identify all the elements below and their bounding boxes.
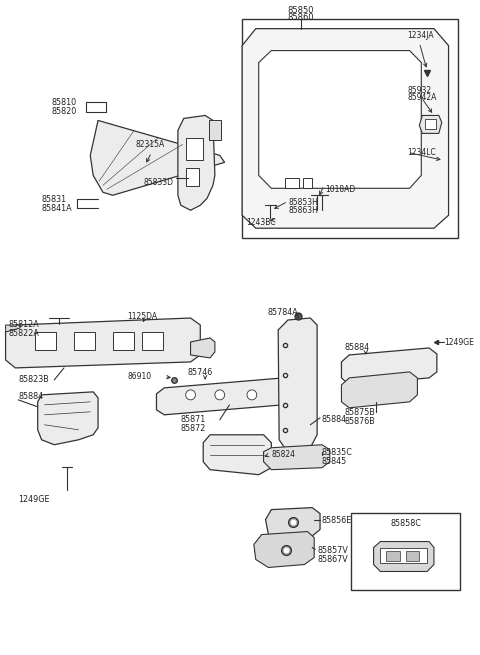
Polygon shape bbox=[38, 392, 98, 445]
Text: 85858C: 85858C bbox=[390, 519, 421, 527]
Text: 1234JA: 1234JA bbox=[408, 31, 434, 40]
Bar bbox=[186, 138, 203, 160]
Polygon shape bbox=[259, 50, 421, 188]
Bar bbox=[381, 548, 427, 563]
Polygon shape bbox=[156, 378, 291, 415]
Text: 85850: 85850 bbox=[288, 6, 314, 14]
Text: 85845: 85845 bbox=[322, 457, 347, 466]
Text: 82315A: 82315A bbox=[135, 140, 164, 149]
Text: 85820: 85820 bbox=[51, 107, 77, 117]
Text: 1018AD: 1018AD bbox=[325, 185, 355, 195]
Circle shape bbox=[247, 390, 257, 400]
Text: 85884: 85884 bbox=[344, 343, 370, 352]
Text: 85884: 85884 bbox=[18, 392, 43, 401]
Text: 85810: 85810 bbox=[51, 98, 76, 107]
Circle shape bbox=[186, 390, 195, 400]
Text: 85853H: 85853H bbox=[289, 198, 319, 207]
Text: 85835C: 85835C bbox=[322, 448, 353, 457]
Bar bbox=[35, 332, 56, 350]
Polygon shape bbox=[191, 338, 215, 358]
Text: 85876B: 85876B bbox=[344, 417, 375, 426]
Bar bbox=[74, 332, 95, 350]
Polygon shape bbox=[264, 445, 330, 470]
Polygon shape bbox=[373, 542, 434, 571]
Text: 1249GE: 1249GE bbox=[444, 338, 475, 347]
Polygon shape bbox=[90, 121, 225, 195]
Polygon shape bbox=[341, 372, 418, 408]
Polygon shape bbox=[6, 318, 200, 368]
Text: 1234LC: 1234LC bbox=[408, 149, 436, 157]
Bar bbox=[425, 119, 436, 130]
Text: 85822A: 85822A bbox=[9, 329, 39, 338]
Text: 85831: 85831 bbox=[42, 195, 67, 204]
Polygon shape bbox=[265, 508, 320, 542]
Text: 85875B: 85875B bbox=[344, 408, 375, 417]
Text: 85932: 85932 bbox=[408, 86, 432, 94]
Polygon shape bbox=[254, 532, 314, 567]
Text: 85860: 85860 bbox=[287, 12, 314, 22]
Bar bbox=[113, 332, 134, 350]
Bar bbox=[209, 121, 221, 140]
Bar bbox=[406, 550, 420, 561]
Text: 85942A: 85942A bbox=[408, 94, 437, 102]
Text: 85746: 85746 bbox=[188, 368, 213, 377]
Text: 85824: 85824 bbox=[271, 450, 295, 458]
Bar bbox=[302, 178, 312, 188]
Bar bbox=[242, 18, 458, 238]
Bar bbox=[186, 168, 199, 186]
Text: 85884: 85884 bbox=[322, 415, 347, 424]
Polygon shape bbox=[203, 435, 271, 475]
Bar bbox=[285, 178, 299, 188]
Text: 85871: 85871 bbox=[181, 415, 206, 424]
Bar bbox=[386, 550, 400, 561]
Text: 85872: 85872 bbox=[181, 424, 206, 433]
Text: 1125DA: 1125DA bbox=[127, 312, 157, 321]
Text: 85863H: 85863H bbox=[289, 206, 319, 215]
Text: 85856E: 85856E bbox=[322, 515, 352, 525]
Text: 86910: 86910 bbox=[128, 372, 152, 381]
Text: 85784A: 85784A bbox=[268, 308, 299, 317]
Text: 85823B: 85823B bbox=[18, 375, 49, 384]
Text: 85833D: 85833D bbox=[144, 178, 174, 187]
Text: 1243BC: 1243BC bbox=[246, 218, 276, 227]
Polygon shape bbox=[178, 115, 215, 210]
Polygon shape bbox=[242, 29, 448, 228]
Text: 85812A: 85812A bbox=[9, 320, 39, 329]
Circle shape bbox=[215, 390, 225, 400]
Text: 85841A: 85841A bbox=[42, 204, 72, 214]
Bar bbox=[142, 332, 163, 350]
Polygon shape bbox=[278, 318, 317, 455]
Text: 1249GE: 1249GE bbox=[18, 495, 50, 504]
Text: 85867V: 85867V bbox=[317, 555, 348, 563]
Polygon shape bbox=[341, 348, 437, 385]
Polygon shape bbox=[6, 325, 20, 332]
Bar bbox=[351, 513, 460, 590]
Polygon shape bbox=[420, 115, 442, 134]
Text: 85857V: 85857V bbox=[317, 546, 348, 555]
